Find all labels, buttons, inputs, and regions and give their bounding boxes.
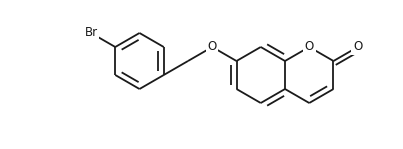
- Text: O: O: [353, 41, 362, 53]
- Text: O: O: [208, 41, 217, 53]
- Text: O: O: [305, 41, 314, 53]
- Text: Br: Br: [85, 27, 98, 39]
